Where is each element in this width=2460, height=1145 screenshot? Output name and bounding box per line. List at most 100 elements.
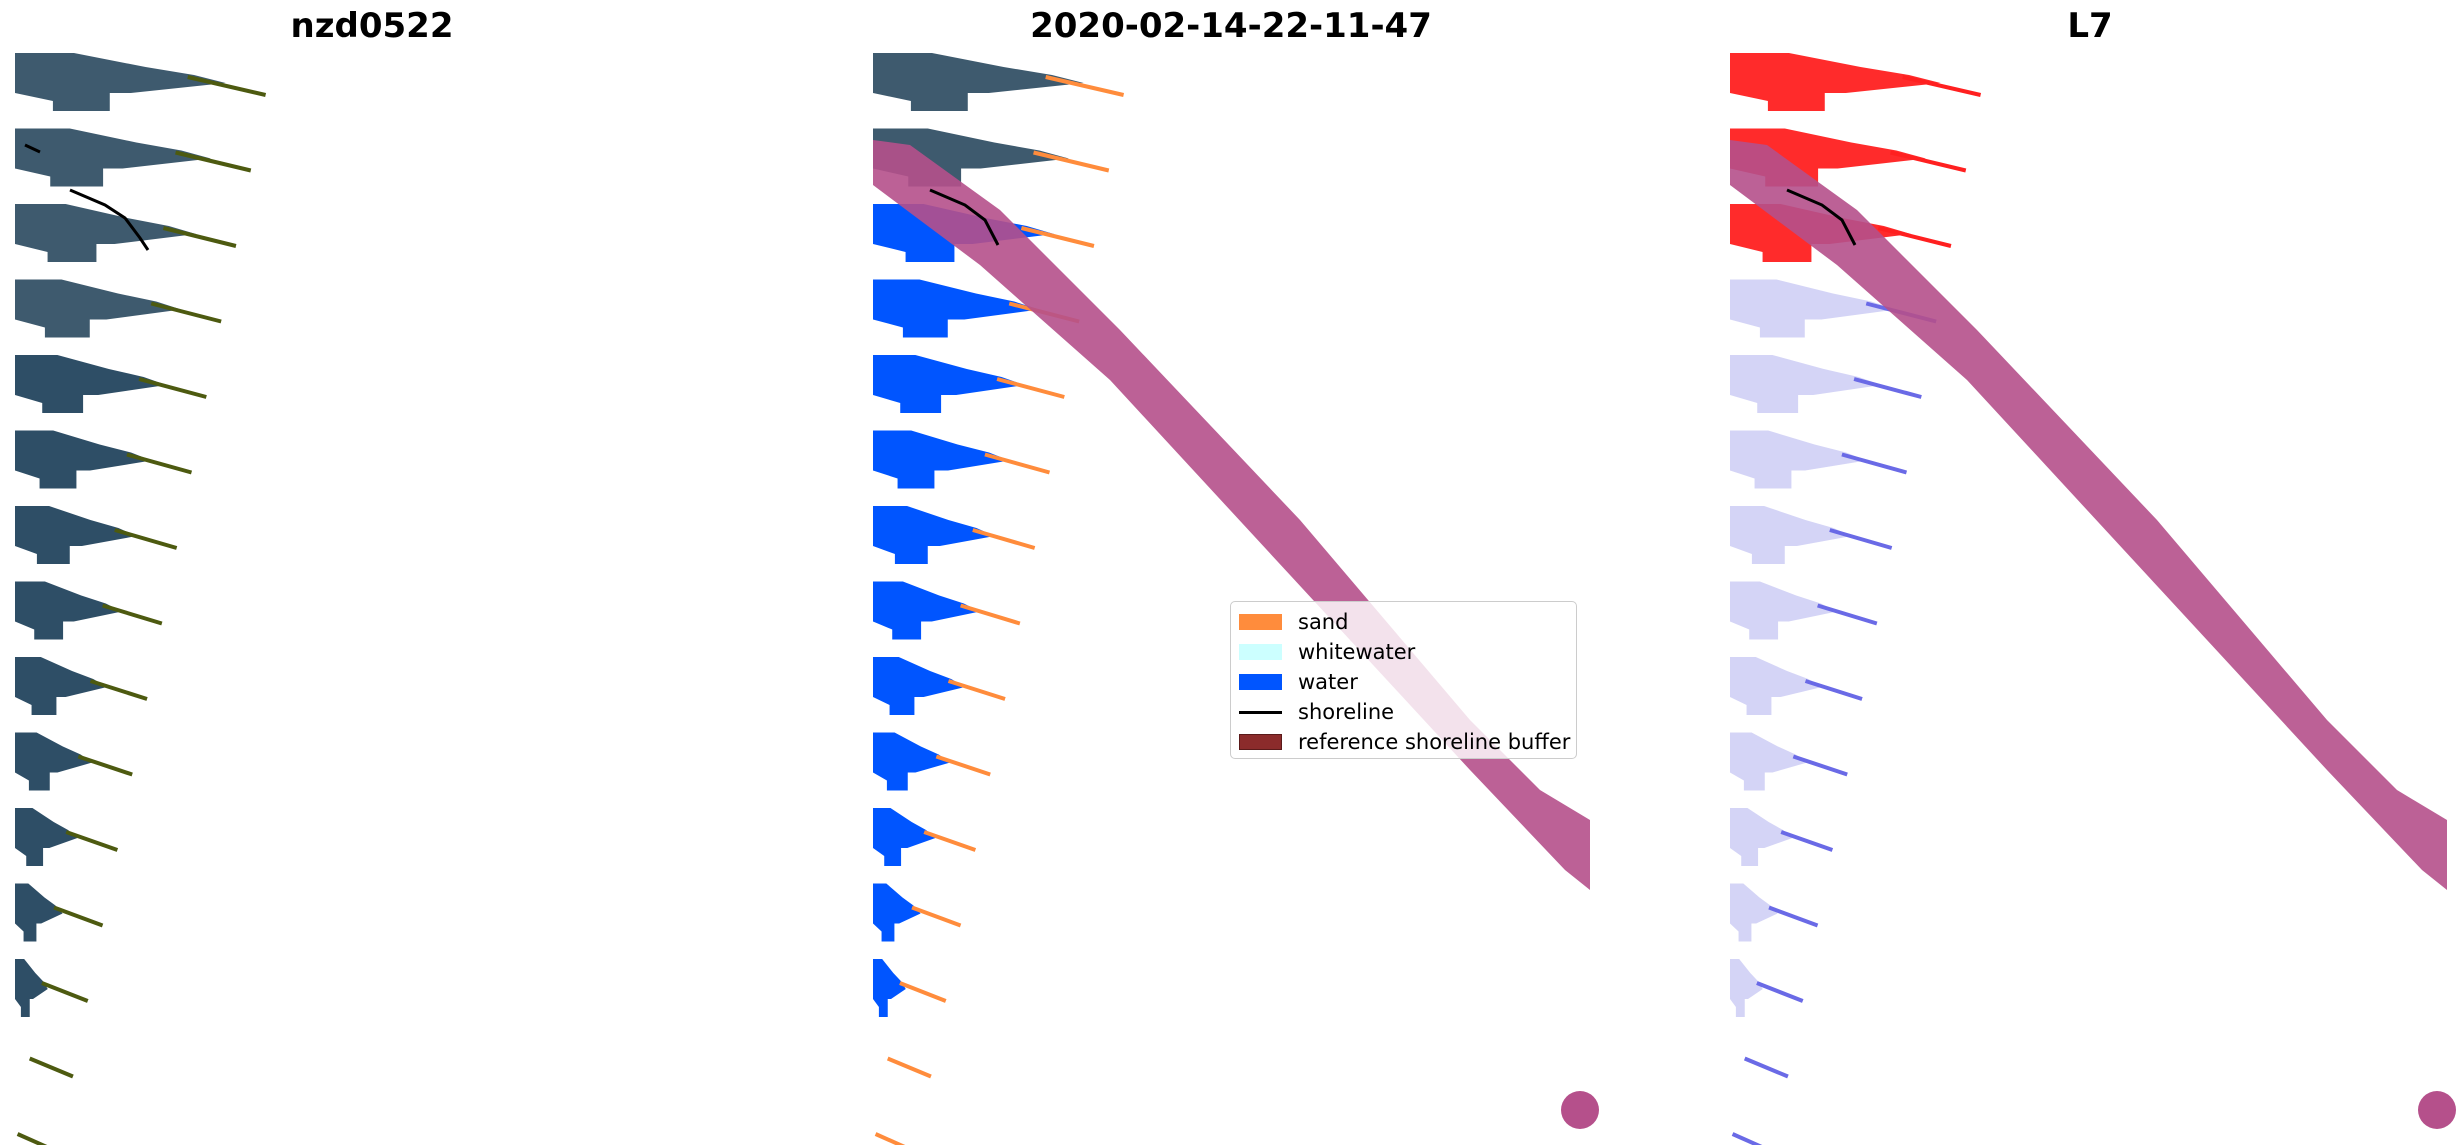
rgb-shoreline: [24, 143, 41, 154]
rgb-vegetation-strip: [41, 981, 89, 1003]
legend-swatch-water: [1239, 674, 1282, 690]
class-sand-strip: [996, 377, 1065, 399]
class-transect-stripe: [873, 581, 980, 640]
rgb-transect-stripe: [15, 355, 167, 413]
class-transect-stripe: [873, 732, 951, 791]
class-sand-strip: [935, 754, 991, 777]
buffer-endpoint: [1561, 1091, 1599, 1129]
rgb-transect-stripe: [15, 959, 48, 1017]
class-sand-strip: [923, 830, 977, 852]
mndwi-tail-strip: [1756, 981, 1804, 1003]
panel-title-rgb: nzd0522: [290, 6, 454, 46]
rgb-vegetation-strip: [175, 150, 252, 173]
class-sand-strip: [886, 1056, 932, 1079]
rgb-vegetation-strip: [150, 301, 222, 324]
legend-label-whitewater: whitewater: [1298, 640, 1416, 664]
mndwi-transect-stripe: [1730, 657, 1823, 715]
panel-title-mndwi: L7: [2067, 6, 2113, 46]
reference-shoreline-buffer: [1730, 140, 2447, 890]
rgb-transect-stripe: [15, 581, 122, 640]
mndwi-shoreline: [1786, 188, 1857, 246]
rgb-vegetation-strip: [77, 754, 133, 777]
class-transect-stripe: [873, 506, 995, 564]
legend-item-water: water: [1231, 668, 1576, 696]
mndwi-tail-strip: [1841, 452, 1908, 475]
rgb-transect-stripe: [15, 53, 226, 111]
rgb-transect-stripe: [15, 506, 137, 564]
rgb-vegetation-strip: [162, 226, 237, 248]
rgb-transect-stripe: [15, 430, 152, 489]
class-sand-strip: [984, 452, 1051, 475]
class-transect-stripe: [873, 355, 1025, 413]
class-sand-strip: [899, 981, 947, 1003]
rgb-vegetation-strip: [89, 679, 148, 701]
rgb-transect-stripe: [15, 657, 108, 715]
mndwi-transect-stripe: [1730, 279, 1897, 338]
mndwi-tail-strip: [1877, 226, 1952, 248]
mndwi-transect-stripe: [1730, 355, 1882, 413]
rgb-vegetation-strip: [53, 905, 104, 928]
rgb-transect-stripe: [15, 732, 93, 791]
class-sand-strip: [874, 1132, 906, 1145]
class-sand-strip: [1033, 150, 1110, 173]
class-sand-strip: [911, 905, 962, 928]
panel-title-classification: 2020-02-14-22-11-47: [1030, 6, 1432, 46]
rgb-image-panel: [15, 53, 267, 1145]
classification-image-panel: [873, 53, 1599, 1145]
class-transect-stripe: [873, 959, 906, 1017]
mndwi-transect-stripe: [1730, 732, 1808, 791]
legend-label-buffer: reference shoreline buffer: [1298, 730, 1571, 754]
mndwi-tail-strip: [1804, 679, 1863, 701]
mndwi-transect-stripe: [1730, 430, 1867, 489]
legend-swatch-buffer: [1239, 734, 1282, 750]
rgb-transect-stripe: [15, 128, 211, 187]
class-transect-stripe: [873, 53, 1084, 111]
reference-shoreline-buffer: [873, 140, 1590, 890]
buffer-endpoint: [2418, 1091, 2456, 1129]
mndwi-tail-strip: [1817, 603, 1878, 626]
class-shoreline: [929, 188, 1000, 246]
class-sand-strip: [1020, 226, 1095, 248]
legend-swatch-sand: [1239, 614, 1282, 630]
legend-line-shoreline: [1239, 711, 1282, 714]
mndwi-tail-strip: [1780, 830, 1834, 852]
legend-label-sand: sand: [1298, 610, 1349, 634]
class-sand-strip: [960, 603, 1021, 626]
rgb-vegetation-strip: [114, 528, 178, 550]
legend-label-water: water: [1298, 670, 1358, 694]
mndwi-image-panel: [1730, 53, 2456, 1145]
legend-item-buffer: reference shoreline buffer: [1231, 728, 1576, 756]
mndwi-tail-strip: [1890, 150, 1967, 173]
rgb-vegetation-strip: [16, 1132, 48, 1145]
class-transect-stripe: [873, 808, 936, 866]
legend-item-sand: sand: [1231, 608, 1576, 636]
mndwi-transect-stripe: [1730, 506, 1852, 564]
class-transect-stripe: [873, 657, 966, 715]
mndwi-tail-strip: [1731, 1132, 1763, 1145]
rgb-vegetation-strip: [102, 603, 163, 626]
class-transect-stripe: [873, 883, 921, 942]
mndwi-tail-strip: [1768, 905, 1819, 928]
mndwi-transect-stripe: [1730, 959, 1763, 1017]
rgb-vegetation-strip: [126, 452, 193, 475]
rgb-vegetation-strip: [138, 377, 207, 399]
mndwi-tail-strip: [1792, 754, 1848, 777]
rgb-shoreline: [69, 188, 150, 251]
rgb-transect-stripe: [15, 204, 196, 262]
rgb-vegetation-strip: [28, 1056, 74, 1079]
class-transect-stripe: [873, 430, 1010, 489]
mndwi-transect-stripe: [1730, 53, 1941, 111]
class-sand-strip: [947, 679, 1006, 701]
class-sand-strip: [1045, 75, 1125, 97]
legend: sand whitewater water shoreline referenc…: [1230, 601, 1577, 759]
mndwi-transect-stripe: [1730, 581, 1837, 640]
legend-swatch-whitewater: [1239, 644, 1282, 660]
legend-item-shoreline: shoreline: [1231, 698, 1576, 726]
class-sand-strip: [972, 528, 1036, 550]
mndwi-tail-strip: [1743, 1056, 1789, 1079]
legend-item-whitewater: whitewater: [1231, 638, 1576, 666]
mndwi-transect-stripe: [1730, 883, 1778, 942]
mndwi-tail-strip: [1902, 75, 1982, 97]
rgb-transect-stripe: [15, 279, 182, 338]
